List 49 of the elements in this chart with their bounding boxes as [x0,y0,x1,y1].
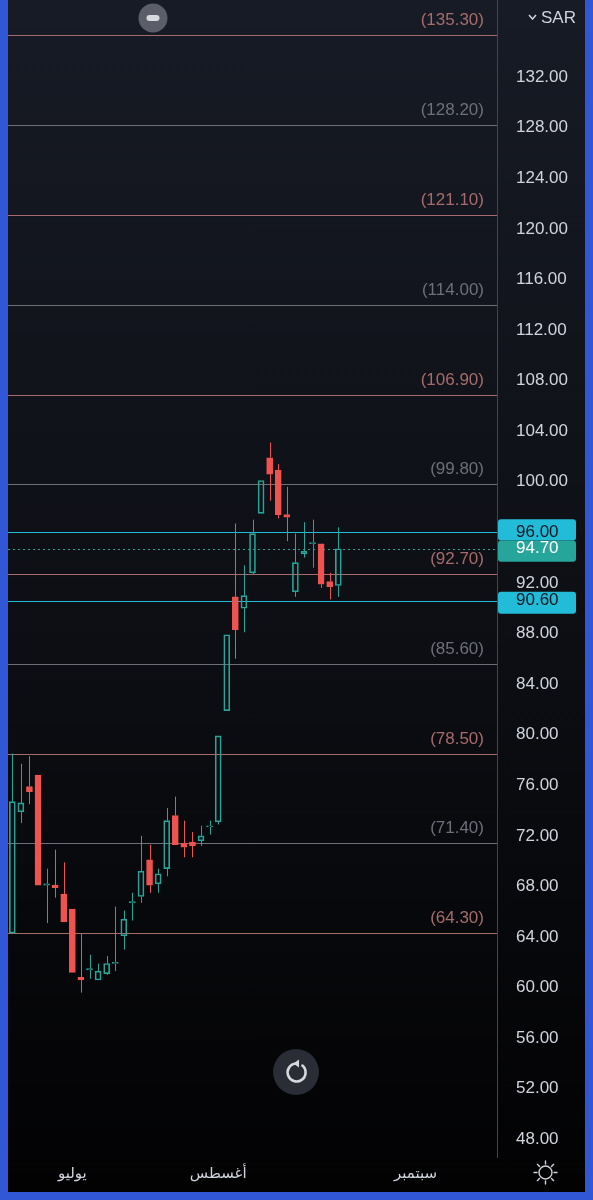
y-tick-label: 128.00 [516,117,568,137]
candlestick [326,572,334,600]
candlestick [146,844,153,894]
candlestick [274,463,282,519]
ref-line-label: (99.80) [430,459,484,479]
candlestick [26,755,33,805]
y-tick-label: 52.00 [516,1078,559,1098]
candlestick [171,796,179,845]
ref-line-label: (121.10) [420,190,484,210]
y-tick-label: 108.00 [516,370,568,390]
y-tick-label: 64.00 [516,926,559,946]
candlestick [69,908,76,973]
candlestick [189,831,196,858]
y-tick-label: 100.00 [516,471,568,491]
candlestick [180,820,188,858]
y-tick-label: 116.00 [516,269,567,289]
ref-line-label: (78.50) [430,729,484,749]
x-tick-label: أغسطس [189,1162,247,1182]
ref-line-label: (114.00) [421,280,484,300]
ref-line-label: (71.40) [430,818,484,838]
y-tick-label: 84.00 [516,673,559,693]
ref-line-label: (128.20) [420,100,484,120]
y-tick-label: 92.00 [516,572,559,592]
y-tick-label: 90.60 [516,590,559,610]
y-tick-label: 120.00 [516,218,568,238]
candlestick [283,486,291,542]
y-tick-label: 132.00 [516,66,568,86]
ref-line-label: (106.90) [420,370,484,390]
x-tick-label: سبتمبر [392,1163,438,1182]
y-tick-label: 76.00 [516,774,559,794]
ref-line-label: (135.30) [420,10,484,30]
candlestick [266,442,273,502]
y-tick-label: 72.00 [516,825,559,845]
ref-line-label: (92.70) [430,549,484,569]
y-tick-label: 48.00 [516,1128,559,1148]
y-tick-label: 124.00 [516,167,568,187]
ref-line-label: (64.30) [430,908,484,928]
y-tick-label: 80.00 [516,724,559,744]
candlestick [232,523,239,660]
candlestick [60,861,68,923]
y-tick-label: 60.00 [516,977,559,997]
ref-line-label: (85.60) [430,639,484,659]
y-tick-label: 112.00 [516,319,567,339]
y-tick-label: 88.00 [516,623,559,643]
y-tick-label: 56.00 [516,1027,559,1047]
y-axis-title: SAR [541,7,576,27]
x-tick-label: يوليو [56,1163,87,1182]
y-tick-label: 68.00 [516,876,559,896]
y-tick-label: 104.00 [516,420,568,440]
